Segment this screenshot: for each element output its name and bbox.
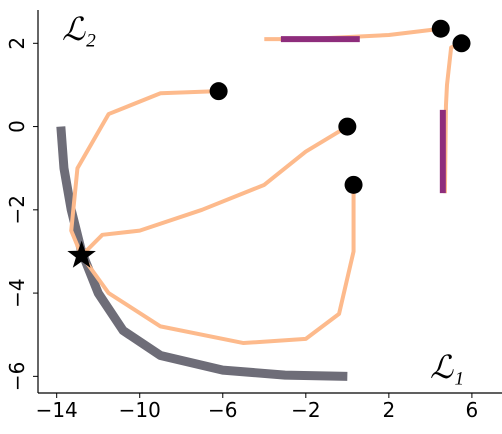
x-tick-label: −10: [119, 398, 161, 422]
y-tick-label: −4: [5, 278, 29, 307]
y-axis-label: ℒ₂: [62, 11, 96, 47]
x-tick-label: −2: [291, 398, 320, 422]
y-tick-label: −2: [5, 195, 29, 224]
y-tick-label: 0: [5, 120, 29, 133]
trajectory: [56, 126, 348, 381]
point: [344, 175, 363, 194]
x-tick-label: −14: [36, 398, 78, 422]
y-tick-label: −6: [5, 362, 29, 391]
star-marker: [67, 240, 96, 268]
x-axis-label: ℒ₁: [430, 349, 464, 385]
y-tick-label: 2: [5, 37, 29, 50]
x-tick-label: 2: [382, 398, 395, 422]
trajectory: [442, 41, 463, 194]
point: [338, 117, 357, 136]
point: [452, 34, 471, 53]
point: [209, 82, 228, 101]
point: [431, 19, 450, 38]
x-tick-label: −6: [208, 398, 237, 422]
trajectory: [69, 89, 219, 257]
trajectory: [79, 184, 356, 346]
x-tick-label: 6: [466, 398, 479, 422]
trajectory: [80, 124, 349, 258]
